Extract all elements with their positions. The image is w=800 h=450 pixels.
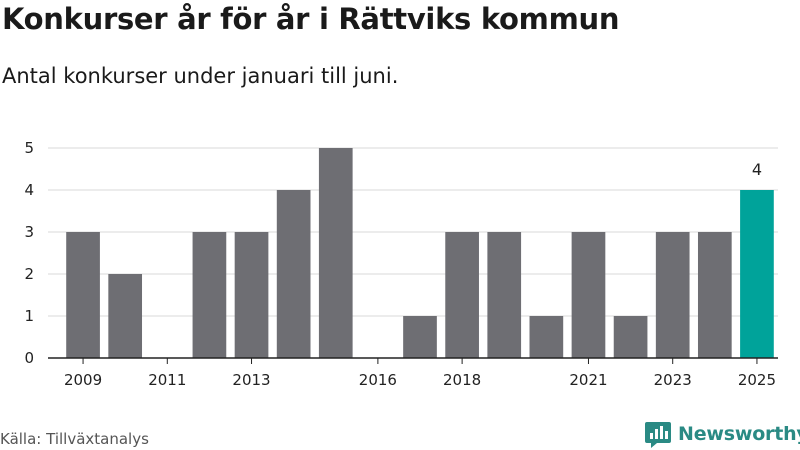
bar <box>487 232 522 358</box>
y-tick-label: 4 <box>24 181 34 199</box>
source-note: Källa: Tillväxtanalys <box>0 430 149 448</box>
x-tick-label: 2016 <box>359 371 397 389</box>
y-tick-label: 0 <box>24 349 34 367</box>
bar <box>445 232 479 358</box>
y-tick-label: 2 <box>24 265 34 283</box>
bar <box>234 232 269 358</box>
chart-subtitle: Antal konkurser under januari till juni. <box>2 64 399 88</box>
bar <box>613 316 648 358</box>
brand-logo: Newsworthy <box>644 420 800 448</box>
bar <box>192 232 227 358</box>
newsworthy-logo-icon <box>645 422 671 448</box>
x-tick-label: 2023 <box>654 371 692 389</box>
x-tick-label: 2013 <box>232 371 270 389</box>
chart-title: Konkurser år för år i Rättviks kommun <box>2 2 620 36</box>
x-tick-label: 2011 <box>148 371 186 389</box>
bar <box>403 316 437 358</box>
bar <box>318 148 353 358</box>
data-label: 4 <box>752 160 762 179</box>
y-tick-label: 1 <box>24 307 34 325</box>
bar <box>108 274 143 358</box>
y-tick-label: 3 <box>24 223 34 241</box>
bar <box>740 190 774 358</box>
bar <box>697 232 732 358</box>
x-tick-label: 2018 <box>443 371 481 389</box>
brand-name: Newsworthy <box>678 423 800 445</box>
bar <box>571 232 606 358</box>
bar <box>276 190 311 358</box>
bar <box>529 316 564 358</box>
x-tick-label: 2021 <box>569 371 607 389</box>
y-tick-label: 5 <box>24 139 34 157</box>
bar-chart: 0 1 2 3 4 5 2009 2011 2013 2016 2018 2021 2023 2025 4 <box>24 139 778 389</box>
bar <box>66 232 100 358</box>
x-tick-label: 2009 <box>64 371 102 389</box>
x-tick-label: 2025 <box>738 371 776 389</box>
bar <box>655 232 690 358</box>
